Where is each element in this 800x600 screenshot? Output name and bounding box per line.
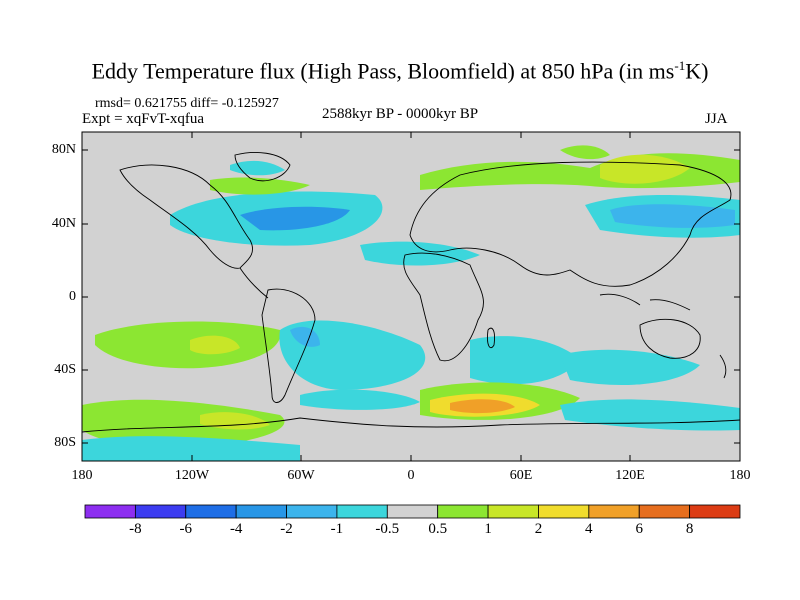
colorbar-swatch: [286, 504, 338, 519]
x-tick-label: 180: [729, 468, 751, 483]
coast-madagascar: [487, 327, 495, 349]
colorbar-swatch: [336, 504, 388, 519]
colorbar-label: -8: [129, 521, 142, 537]
coast-south-america: [261, 288, 316, 403]
colorbar-swatch: [487, 504, 539, 519]
colorbar-label: -0.5: [375, 521, 400, 537]
sh-far-south-cyan: [82, 436, 300, 461]
colorbar-label: -6: [179, 521, 193, 537]
coast-antarctica: [82, 417, 740, 433]
title-units-end: K): [685, 58, 709, 84]
sh-atlantic-blue: [290, 326, 320, 347]
y-tick-label: 40S: [54, 362, 76, 377]
figure-title: Eddy Temperature flux (High Pass, Bloomf…: [0, 58, 800, 84]
nh-greenland-cyan: [230, 160, 285, 176]
colorbar-swatch: [588, 504, 640, 519]
colorbar-label: 0.5: [428, 521, 448, 537]
nh-na-green: [210, 177, 310, 195]
sh-pacific-yellow: [190, 335, 240, 355]
y-tick-label: 80S: [54, 435, 76, 450]
stats-label: rmsd= 0.621755 diff= -0.125927: [95, 96, 279, 111]
sh-africa-cyan: [470, 336, 580, 385]
coast-north-america: [119, 164, 253, 269]
experiment-label: Expt = xqFvT-xqfua: [82, 111, 205, 127]
colorbar-swatch: [134, 504, 187, 519]
y-tick-label: 40N: [51, 216, 76, 231]
coast-greenland: [234, 152, 291, 182]
sh-antarctic-green: [82, 399, 285, 448]
nh-arctic-east-green: [560, 145, 610, 160]
sh-antarctic-yellow: [200, 412, 270, 430]
coast-nz: [719, 354, 727, 379]
coastlines: [82, 152, 740, 433]
x-tick-label: 180: [71, 468, 93, 483]
coast-australia: [639, 318, 701, 359]
sh-south-orange: [450, 399, 515, 414]
coast-europe-asia: [409, 161, 732, 287]
nh-mid-asia-cyan: [360, 241, 480, 266]
colorbar-swatch: [235, 504, 287, 519]
sh-southern-cyan: [560, 399, 740, 431]
colorbar-label: -4: [229, 521, 243, 537]
x-tick-label: 0: [407, 468, 415, 483]
y-tick-label: 80N: [51, 142, 76, 157]
period-label: 2588kyr BP - 0000kyr BP: [322, 106, 479, 122]
sh-pacific-green: [95, 321, 281, 369]
x-tick-label: 120E: [615, 468, 645, 483]
sh-indian-cyan: [560, 349, 700, 385]
coast-central-america: [239, 267, 269, 299]
colorbar-swatch: [538, 504, 590, 519]
colorbar-label: 1: [484, 521, 492, 537]
colorbar-label: 8: [685, 521, 694, 537]
title-superscript: -1: [674, 58, 686, 73]
colorbar-swatch: [437, 504, 489, 519]
nh-pacific-blue: [610, 204, 735, 228]
x-tick-label: 60W: [287, 468, 315, 483]
colorbar-swatch: [638, 504, 691, 519]
axis-ticks: [81, 132, 741, 461]
x-tick-label: 120W: [174, 468, 210, 483]
colorbar: [84, 504, 741, 519]
coast-africa: [403, 252, 484, 362]
colorbar-swatch: [185, 504, 237, 519]
title-text: Eddy Temperature flux (High Pass, Bloomf…: [91, 58, 675, 84]
colorbar-label: -1: [330, 521, 344, 537]
x-tick-label: 60E: [509, 468, 533, 483]
sh-atlantic-south-cyan: [300, 389, 420, 410]
colorbar-swatch: [689, 504, 741, 519]
coast-maritime: [599, 293, 691, 311]
y-tick-label: 0: [69, 289, 76, 304]
colorbar-label: 2: [534, 521, 543, 537]
colorbar-label: 4: [585, 521, 593, 537]
colorbar-swatch: [386, 504, 439, 519]
season-label: JJA: [705, 111, 728, 127]
colorbar-label: -2: [280, 521, 293, 537]
colorbar-label: 6: [635, 521, 643, 537]
colorbar-swatch: [84, 504, 136, 519]
nh-atlantic-core: [240, 206, 350, 231]
